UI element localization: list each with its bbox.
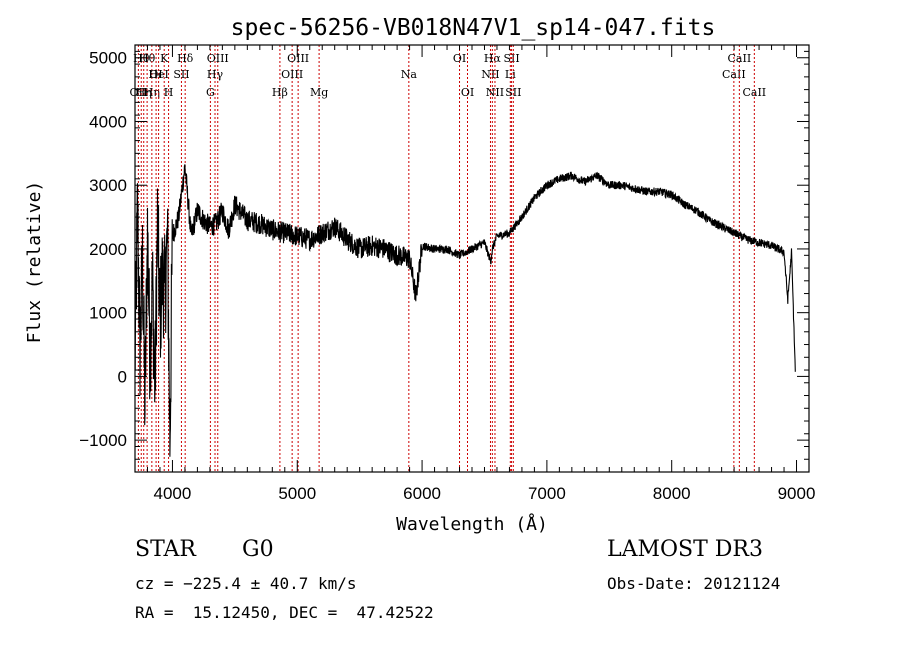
line-marker-label: OIII (281, 68, 303, 81)
line-marker-label: G (206, 86, 215, 99)
x-tick-label: 6000 (403, 484, 441, 503)
line-marker-label: OI (149, 68, 162, 81)
line-marker-label: Hα (484, 52, 502, 65)
line-marker-label: CaII (722, 68, 746, 81)
y-tick-label: 4000 (89, 112, 127, 131)
line-marker-label: OI (453, 52, 466, 65)
line-marker-label: Hθ (139, 52, 156, 65)
object-class: STAR (135, 537, 196, 562)
x-tick-label: 4000 (154, 484, 192, 503)
line-marker-label: OIII (207, 52, 229, 65)
y-tick-label: 5000 (89, 49, 127, 68)
survey-name: LAMOST DR3 (607, 537, 763, 562)
line-marker-label: SII (505, 86, 521, 99)
line-marker-label: Mg (310, 86, 328, 99)
chart-title: spec-56256-VB018N47V1_sp14-047.fits (231, 15, 716, 41)
line-marker-label: OII (130, 86, 148, 99)
y-tick-label: 3000 (89, 176, 127, 195)
y-tick-label: 2000 (89, 240, 127, 259)
line-marker-label: SII (503, 52, 519, 65)
line-marker-label: OI (461, 86, 474, 99)
redshift-velocity: cz = −225.4 ± 40.7 km/s (135, 574, 357, 593)
line-marker-label: K (160, 52, 169, 65)
x-axis-label: Wavelength (Å) (396, 513, 548, 535)
spectrum-series (134, 164, 796, 457)
plot-frame (134, 44, 810, 473)
x-tick-label: 8000 (653, 484, 691, 503)
y-tick-label: 1000 (89, 304, 127, 323)
line-marker-label: OIII (287, 52, 309, 65)
line-marker-label: Hβ (272, 86, 288, 99)
line-marker-label: HeI (148, 68, 168, 81)
line-marker-label: CaII (728, 52, 752, 65)
x-tick-label: 5000 (278, 484, 316, 503)
line-marker-label: NII (486, 86, 504, 99)
axis-ticks: 4000 5000 6000 7000 8000 9000 −1000 0 1000 2000 30… (79, 45, 815, 503)
line-marker-label: Hη (144, 86, 160, 99)
y-axis-label: Flux (relative) (24, 181, 45, 344)
emission-line-markers: OIIHθHηHθHηOIHeIKHSIIHδGHγOIIIHβOIIIOIII… (130, 45, 766, 472)
line-marker-label: CaII (742, 86, 766, 99)
plot-border (134, 44, 810, 473)
line-marker-label: SII (173, 68, 189, 81)
observation-date: Obs-Date: 20121124 (607, 574, 781, 593)
x-tick-label: 9000 (778, 484, 816, 503)
line-marker-label: Hθ (133, 52, 150, 65)
y-tick-label: −1000 (79, 431, 127, 450)
y-tick-label: 0 (118, 367, 127, 386)
line-marker-label: H (164, 86, 174, 99)
x-tick-label: 7000 (528, 484, 566, 503)
object-subclass: G0 (242, 537, 274, 562)
line-marker-label: Hγ (207, 68, 224, 81)
line-marker-label: NII (481, 68, 499, 81)
line-marker-label: Li (505, 68, 516, 81)
line-marker-label: Na (401, 68, 418, 81)
coordinates: RA = 15.12450, DEC = 47.42522 (135, 603, 434, 622)
spectrum-line (134, 164, 796, 457)
line-marker-label: Hδ (177, 52, 194, 65)
